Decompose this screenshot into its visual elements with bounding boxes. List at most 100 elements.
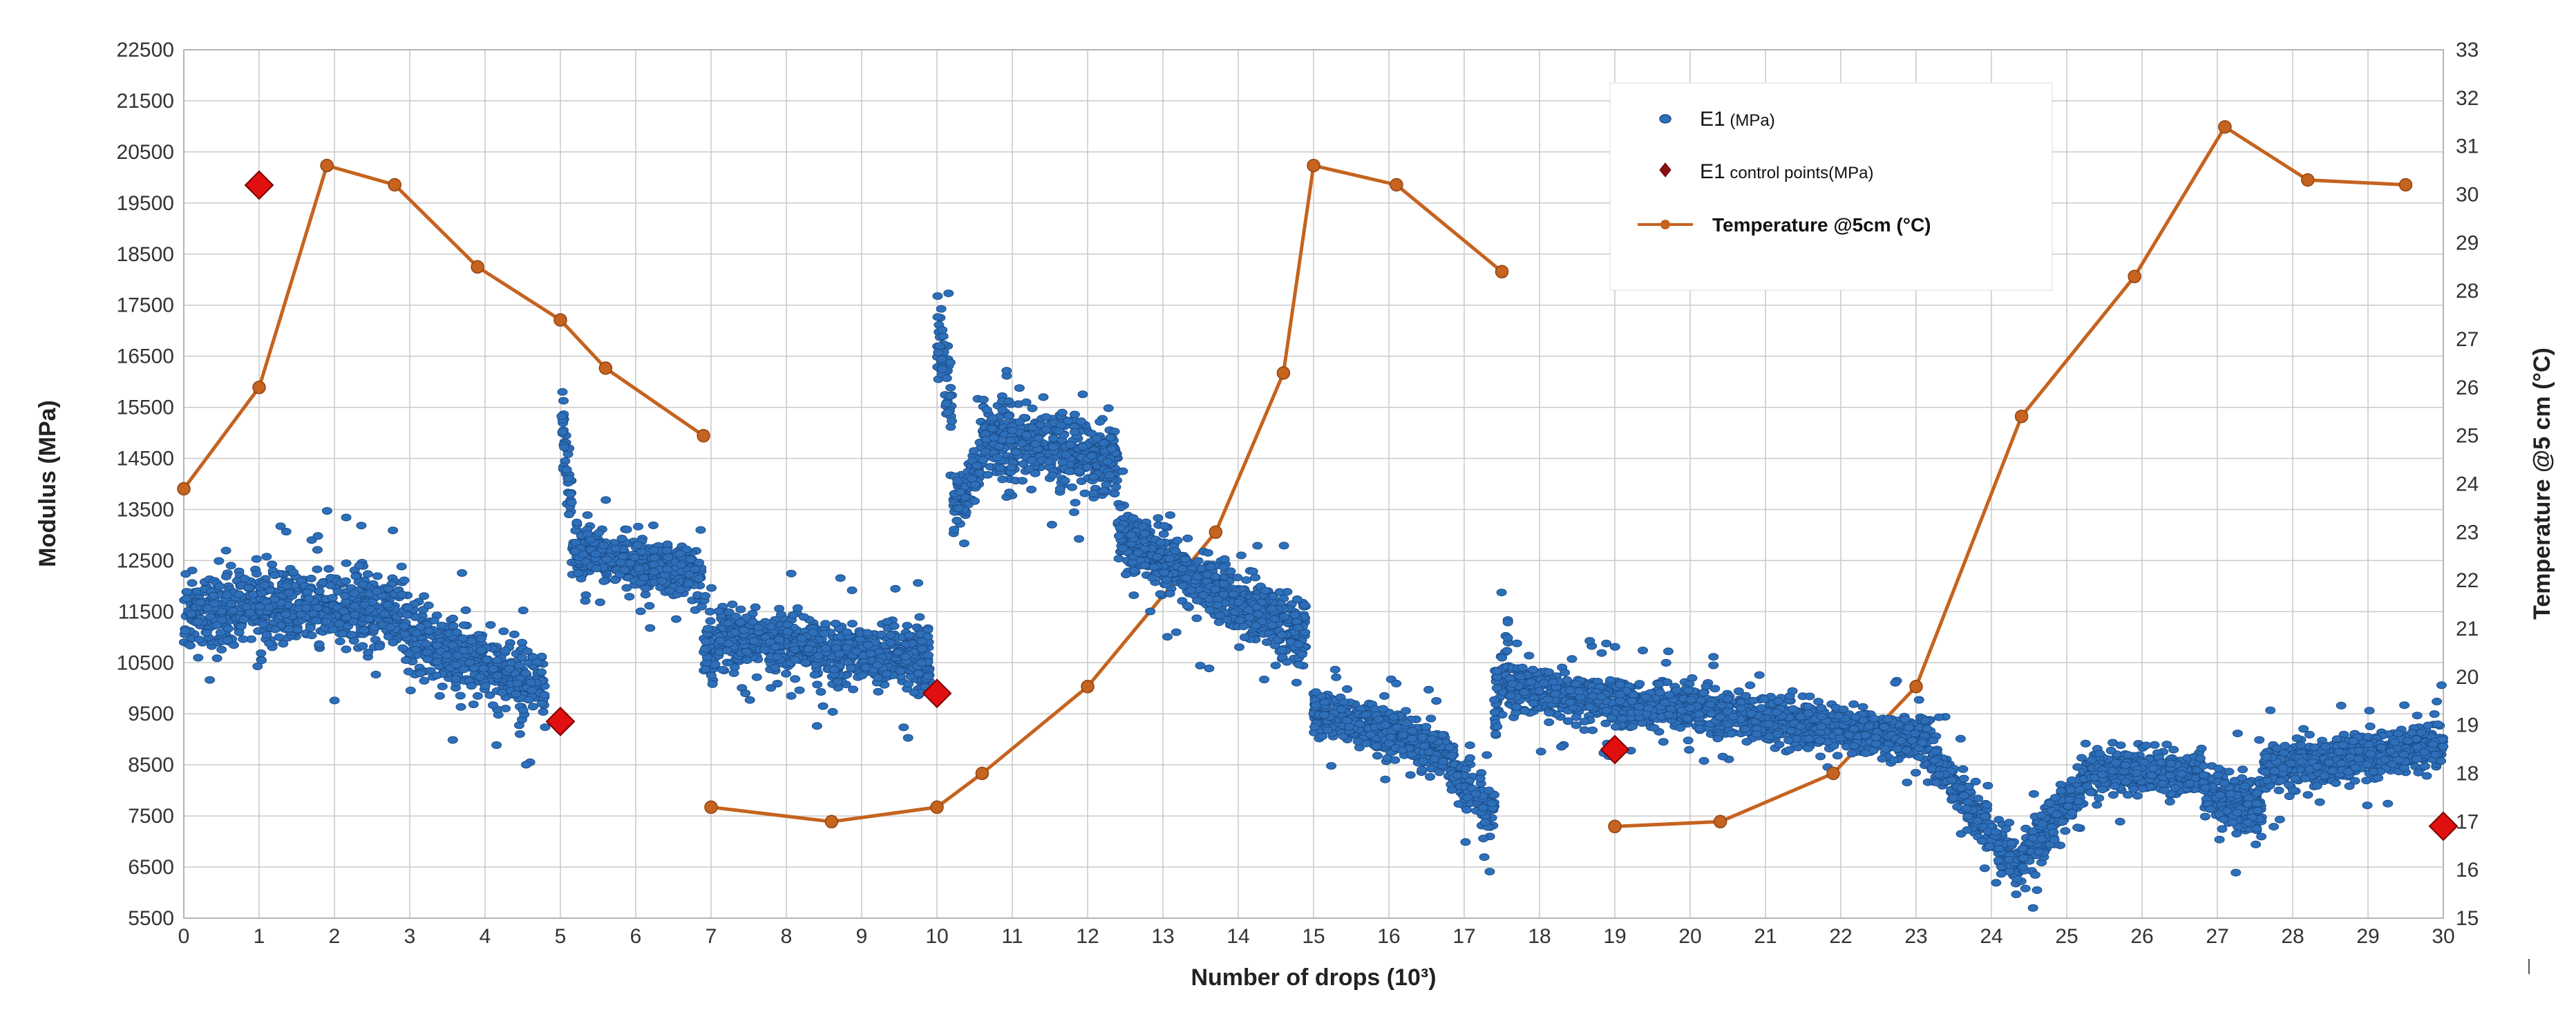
e1-point <box>1046 520 1057 529</box>
e1-point <box>498 627 509 636</box>
e1-point <box>539 691 550 699</box>
e1-point <box>374 642 385 651</box>
e1-point <box>1388 713 1399 721</box>
temperature-line-segment <box>182 164 705 490</box>
e1-point <box>1390 756 1401 764</box>
e1-point <box>1139 562 1150 569</box>
e1-point <box>1155 538 1166 546</box>
e1-point <box>448 622 459 630</box>
e1-point <box>512 679 523 687</box>
e1-point <box>1047 471 1058 479</box>
e1-point <box>1913 696 1924 704</box>
e1-point <box>694 558 705 567</box>
e1-point <box>447 736 458 744</box>
e1-point <box>648 568 659 575</box>
e1-point <box>1206 562 1217 571</box>
e1-point <box>1423 685 1434 694</box>
e1-point <box>811 722 822 730</box>
e1-point <box>1102 457 1112 466</box>
e1-point <box>1113 555 1124 563</box>
e1-point <box>994 442 1005 450</box>
e1-point <box>1323 726 1334 734</box>
e1-point <box>265 587 276 594</box>
e1-point <box>306 631 317 640</box>
e1-point <box>556 412 567 420</box>
e1-point <box>1137 522 1148 531</box>
e1-point <box>782 627 793 636</box>
e1-point <box>460 606 471 614</box>
e1-point <box>1484 868 1495 876</box>
e1-point <box>740 689 751 697</box>
e1-point <box>243 584 254 592</box>
e1-point <box>1030 469 1041 477</box>
e1-point <box>186 610 197 618</box>
e1-point <box>1113 532 1124 540</box>
e1-point <box>187 579 198 587</box>
e1-point <box>466 637 477 645</box>
e1-point <box>741 648 752 656</box>
e1-point <box>744 696 755 704</box>
e1-point <box>819 629 829 638</box>
e1-point <box>769 663 780 672</box>
e1-point <box>662 540 673 549</box>
e1-point <box>978 395 989 403</box>
e1-point <box>180 627 191 635</box>
e1-point <box>1421 723 1432 731</box>
e1-point <box>222 636 233 645</box>
e1-point <box>1003 397 1014 405</box>
e1-point <box>1106 445 1117 453</box>
e1-point <box>1294 640 1305 649</box>
e1-point <box>359 626 370 634</box>
e1-point <box>1079 489 1090 497</box>
e1-point <box>481 656 492 664</box>
e1-point <box>1191 614 1202 622</box>
e1-point <box>1233 598 1244 607</box>
e1-point <box>1171 628 1182 636</box>
e1-point <box>526 678 537 687</box>
e1-point <box>181 594 192 602</box>
e1-point <box>421 640 432 648</box>
e1-point <box>1486 799 1497 808</box>
e1-point <box>1361 739 1372 748</box>
e1-point <box>862 641 873 649</box>
e1-point <box>750 603 761 611</box>
e1-point <box>873 687 884 696</box>
e1-point <box>372 572 383 580</box>
e1-point <box>1446 786 1457 794</box>
e1-point <box>1477 803 1488 812</box>
e1-point <box>451 660 462 669</box>
e1-point <box>561 466 572 474</box>
e1-series <box>178 289 2449 912</box>
e1-point <box>472 692 483 700</box>
e1-point <box>727 600 738 609</box>
e1-point <box>872 661 883 669</box>
e1-point <box>350 602 360 610</box>
e1-point <box>834 650 845 658</box>
e1-point <box>1405 771 1416 779</box>
e1-point <box>1182 602 1193 610</box>
e1-point <box>442 651 453 659</box>
e1-point <box>889 622 900 630</box>
e1-point <box>1038 393 1049 401</box>
e1-point <box>1371 742 1382 750</box>
e1-point <box>1407 734 1417 743</box>
e1-point <box>447 641 458 649</box>
e1-point <box>252 663 263 671</box>
e1-point <box>674 550 685 558</box>
e1-point <box>591 564 602 573</box>
e1-point <box>1291 595 1303 603</box>
e1-point <box>1437 731 1448 739</box>
e1-point <box>904 631 915 640</box>
e1-point <box>423 601 434 609</box>
e1-point <box>782 620 793 629</box>
e1-point <box>1235 551 1247 560</box>
e1-point <box>1461 806 1472 814</box>
e1-point <box>949 526 960 534</box>
e1-point <box>945 383 956 392</box>
e1-point <box>337 629 348 638</box>
e1-point <box>1006 464 1017 472</box>
e1-point <box>428 616 439 625</box>
e1-point <box>349 589 360 598</box>
e1-point <box>1126 531 1137 539</box>
e1-point <box>812 680 823 689</box>
